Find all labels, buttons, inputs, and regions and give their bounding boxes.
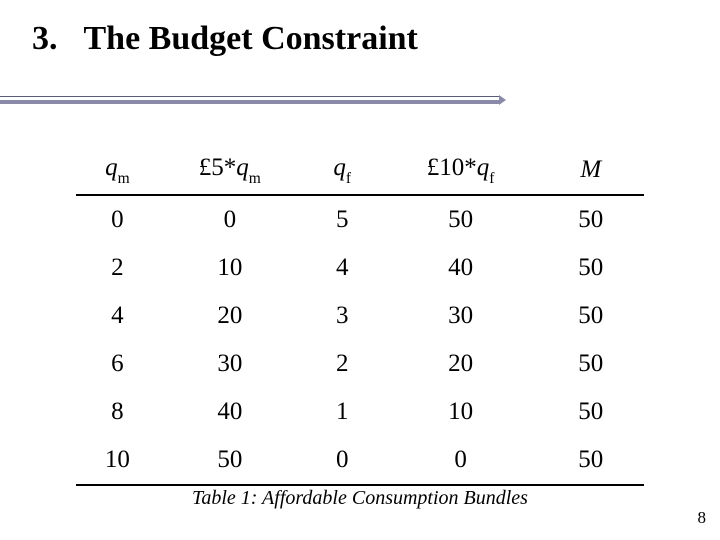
cell: 30 [159, 340, 301, 388]
header-var: q [236, 154, 249, 181]
cell: 50 [384, 195, 538, 244]
title-underline [0, 96, 500, 104]
table-row: 4 20 3 30 50 [76, 292, 644, 340]
cell: 0 [301, 436, 384, 485]
section-title: The Budget Constraint [84, 20, 418, 57]
underline-thick [0, 100, 500, 104]
header-var: q [105, 154, 118, 181]
cell: 10 [159, 244, 301, 292]
cell: 50 [537, 244, 644, 292]
cell: 4 [76, 292, 159, 340]
underline-wedge-icon [499, 95, 506, 105]
section-heading: 3. The Budget Constraint [32, 20, 418, 58]
cell: 50 [537, 388, 644, 436]
header-var: q [333, 154, 346, 181]
cell: 50 [537, 340, 644, 388]
cell: 50 [159, 436, 301, 485]
table-caption: Table 1: Affordable Consumption Bundles [0, 487, 720, 510]
header-sub: f [489, 170, 494, 187]
table-row: 2 10 4 40 50 [76, 244, 644, 292]
cell: 20 [159, 292, 301, 340]
cell: 0 [159, 195, 301, 244]
cell: 6 [76, 340, 159, 388]
col-header-M: M [537, 150, 644, 195]
cell: 0 [384, 436, 538, 485]
page-number: 8 [698, 508, 707, 528]
cell: 50 [537, 436, 644, 485]
header-var: q [477, 154, 490, 181]
header-prefix: £10* [427, 154, 477, 181]
cell: 10 [76, 436, 159, 485]
cell: 1 [301, 388, 384, 436]
cell: 50 [537, 292, 644, 340]
section-number: 3. [32, 20, 58, 58]
cell: 0 [76, 195, 159, 244]
cell: 4 [301, 244, 384, 292]
table-row: 0 0 5 50 50 [76, 195, 644, 244]
budget-table-container: qm £5*qm qf £10*qf M 0 0 5 50 50 2 10 4 … [76, 150, 644, 486]
col-header-qf: qf [301, 150, 384, 195]
cell: 2 [76, 244, 159, 292]
underline-thin [0, 96, 500, 97]
table-row: 10 50 0 0 50 [76, 436, 644, 485]
header-prefix: £5* [199, 154, 237, 181]
cell: 30 [384, 292, 538, 340]
table-header-row: qm £5*qm qf £10*qf M [76, 150, 644, 195]
header-sub: m [118, 170, 130, 187]
header-sub: f [346, 170, 351, 187]
header-sub: m [249, 170, 261, 187]
cell: 40 [384, 244, 538, 292]
cell: 5 [301, 195, 384, 244]
budget-table: qm £5*qm qf £10*qf M 0 0 5 50 50 2 10 4 … [76, 150, 644, 486]
cell: 20 [384, 340, 538, 388]
table-row: 6 30 2 20 50 [76, 340, 644, 388]
col-header-qm: qm [76, 150, 159, 195]
col-header-5qm: £5*qm [159, 150, 301, 195]
table-row: 8 40 1 10 50 [76, 388, 644, 436]
cell: 2 [301, 340, 384, 388]
cell: 8 [76, 388, 159, 436]
cell: 10 [384, 388, 538, 436]
cell: 3 [301, 292, 384, 340]
header-var: M [580, 156, 601, 183]
cell: 50 [537, 195, 644, 244]
cell: 40 [159, 388, 301, 436]
table-body: 0 0 5 50 50 2 10 4 40 50 4 20 3 30 50 [76, 195, 644, 485]
col-header-10qf: £10*qf [384, 150, 538, 195]
